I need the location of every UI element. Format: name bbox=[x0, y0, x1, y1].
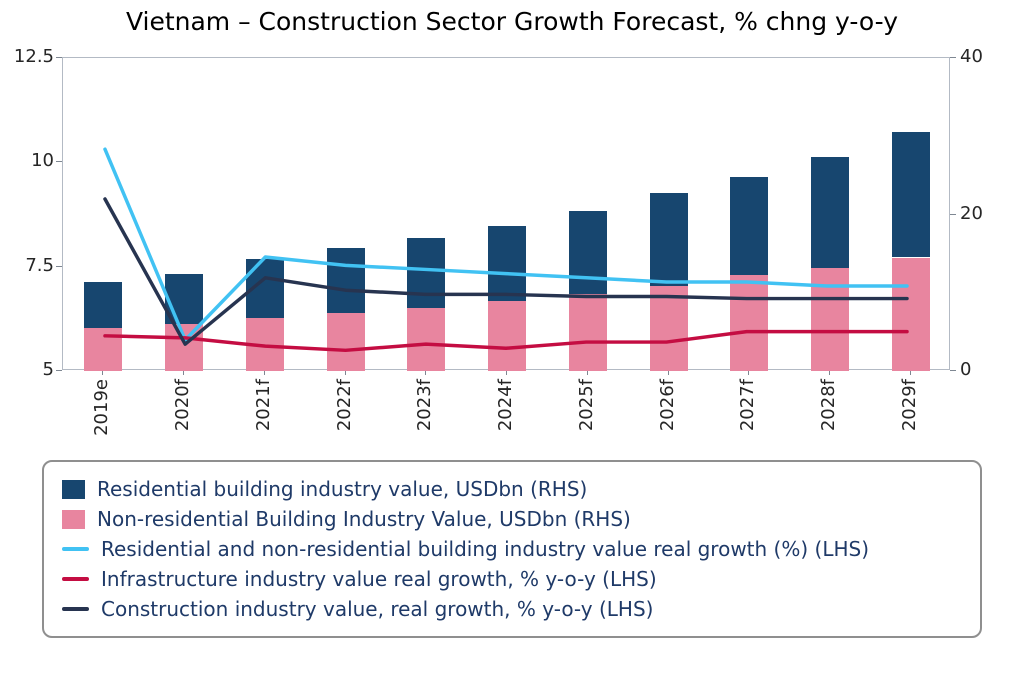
x-tick-label: 2025f bbox=[575, 379, 597, 432]
x-tick-mark bbox=[344, 370, 346, 375]
plot-area bbox=[62, 57, 950, 371]
infrastructure-growth-line bbox=[103, 329, 909, 353]
x-tick-label: 2019e bbox=[91, 379, 113, 436]
rhs-tick-mark bbox=[950, 213, 956, 215]
non-residential-bar bbox=[488, 301, 526, 371]
rhs-tick-mark bbox=[950, 370, 956, 371]
residential-bar bbox=[407, 238, 446, 309]
x-tick-mark bbox=[425, 370, 427, 375]
rhs-tick-label: 20 bbox=[960, 202, 983, 224]
x-tick-label: 2029f bbox=[898, 379, 920, 432]
legend-label: Residential and non-residential building… bbox=[101, 537, 870, 561]
x-tick-label: 2028f bbox=[817, 379, 839, 432]
building-growth-line-swatch-icon bbox=[62, 547, 89, 551]
x-tick-label: 2027f bbox=[737, 379, 759, 432]
x-tick-mark bbox=[909, 370, 911, 375]
non-residential-bar bbox=[407, 308, 446, 371]
x-tick-label: 2020f bbox=[172, 379, 194, 432]
x-tick-mark bbox=[828, 370, 830, 375]
construction-growth-line-swatch-icon bbox=[62, 607, 89, 611]
residential-bar bbox=[649, 193, 688, 286]
legend-label: Construction industry value, real growth… bbox=[101, 597, 654, 621]
rhs-tick-mark bbox=[950, 57, 956, 58]
x-tick-mark bbox=[506, 370, 507, 375]
legend-item-infrastructure-growth: Infrastructure industry value real growt… bbox=[62, 566, 962, 592]
line-series-layer bbox=[103, 147, 909, 353]
legend-label: Infrastructure industry value real growt… bbox=[101, 567, 657, 591]
x-tick-label: 2022f bbox=[333, 379, 355, 432]
legend-label: Non-residential Building Industry Value,… bbox=[97, 507, 631, 531]
residential-bar bbox=[568, 211, 607, 295]
legend: Residential building industry value, USD… bbox=[42, 460, 982, 638]
lhs-tick-label: 10 bbox=[31, 150, 54, 172]
lhs-tick-mark bbox=[56, 265, 62, 267]
legend-item-non-residential: Non-residential Building Industry Value,… bbox=[62, 506, 962, 532]
residential-bar-swatch-icon bbox=[62, 479, 85, 499]
legend-item-residential: Residential building industry value, USD… bbox=[62, 476, 962, 502]
residential-bar bbox=[488, 226, 526, 302]
legend-label: Residential building industry value, USD… bbox=[97, 477, 588, 501]
x-tick-label: 2021f bbox=[252, 379, 274, 432]
x-tick-label: 2026f bbox=[656, 379, 678, 432]
rhs-tick-label: 0 bbox=[960, 359, 972, 380]
construction-growth-line bbox=[103, 197, 909, 346]
non-residential-bar bbox=[165, 324, 204, 371]
x-tick-mark bbox=[102, 370, 104, 375]
lhs-tick-mark bbox=[56, 370, 62, 371]
non-residential-bar bbox=[649, 285, 688, 371]
legend-item-building-growth: Residential and non-residential building… bbox=[62, 536, 962, 562]
x-tick-mark bbox=[263, 370, 265, 375]
residential-bar bbox=[730, 176, 769, 275]
residential-bar bbox=[891, 132, 930, 258]
lhs-tick-mark bbox=[56, 57, 62, 58]
lhs-tick-label: 5 bbox=[42, 359, 54, 380]
residential-bar bbox=[326, 248, 365, 313]
legend-item-construction-growth: Construction industry value, real growth… bbox=[62, 596, 962, 622]
lhs-tick-mark bbox=[56, 161, 62, 163]
x-tick-label: 2024f bbox=[495, 379, 516, 432]
residential-bar bbox=[84, 281, 123, 328]
rhs-tick-label: 40 bbox=[960, 46, 983, 67]
x-tick-mark bbox=[748, 370, 750, 375]
non-residential-bar bbox=[730, 274, 769, 371]
x-tick-label: 2023f bbox=[414, 379, 436, 432]
lhs-tick-label: 12.5 bbox=[13, 46, 54, 67]
x-tick-mark bbox=[667, 370, 669, 375]
x-tick-mark bbox=[586, 370, 588, 375]
x-tick-mark bbox=[183, 370, 185, 375]
residential-bar bbox=[810, 157, 849, 268]
lhs-tick-label: 7.5 bbox=[25, 254, 54, 276]
chart-title: Vietnam – Construction Sector Growth For… bbox=[125, 7, 899, 36]
non-residential-bar bbox=[891, 257, 930, 371]
building-growth-line bbox=[103, 147, 909, 342]
infrastructure-growth-line-swatch-icon bbox=[62, 577, 89, 581]
non-residential-bar bbox=[568, 294, 607, 371]
non-residential-bar bbox=[326, 313, 365, 371]
non-residential-bar-swatch-icon bbox=[62, 509, 85, 529]
